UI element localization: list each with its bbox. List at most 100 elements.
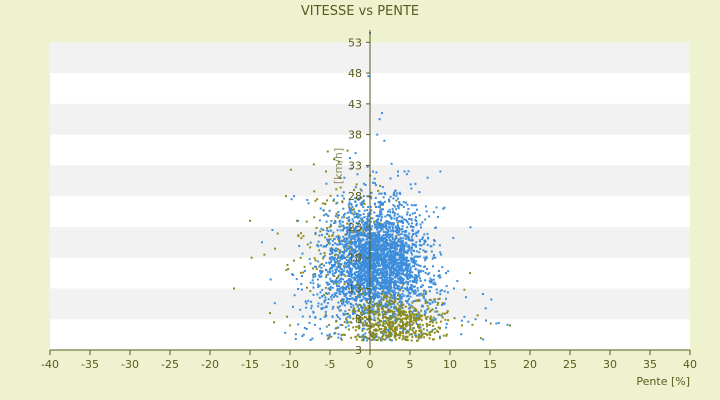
data-point xyxy=(347,278,350,281)
data-point xyxy=(388,261,391,264)
data-point xyxy=(378,303,381,306)
data-point xyxy=(363,243,366,246)
data-point xyxy=(320,244,323,247)
data-point xyxy=(404,274,407,277)
data-point xyxy=(377,268,380,271)
data-point xyxy=(406,265,408,268)
data-point xyxy=(344,300,347,303)
data-point xyxy=(393,239,396,242)
data-point xyxy=(331,248,334,251)
data-point xyxy=(375,239,377,242)
data-point xyxy=(320,270,323,273)
data-point xyxy=(337,279,340,282)
data-point xyxy=(332,198,335,201)
data-point xyxy=(357,276,360,279)
data-point xyxy=(403,323,406,326)
data-point xyxy=(397,269,400,271)
data-point xyxy=(369,205,372,208)
data-point xyxy=(410,235,413,238)
data-point xyxy=(346,229,349,232)
data-point xyxy=(352,317,355,320)
data-point xyxy=(375,339,378,341)
data-point xyxy=(387,322,389,325)
x-tick-label: -35 xyxy=(81,358,99,371)
data-point xyxy=(374,182,377,185)
data-point xyxy=(339,278,342,281)
data-point xyxy=(353,230,356,233)
data-point xyxy=(320,332,323,335)
data-point xyxy=(355,325,358,328)
data-point xyxy=(435,321,438,324)
data-point xyxy=(299,256,302,259)
data-point xyxy=(397,206,400,209)
data-point xyxy=(299,271,302,274)
data-point xyxy=(390,265,393,268)
y-tick-label: 8 xyxy=(355,313,362,326)
data-point xyxy=(314,231,317,234)
data-point xyxy=(389,242,392,245)
data-point xyxy=(403,233,406,236)
data-point xyxy=(382,322,385,325)
data-point xyxy=(298,244,301,247)
data-point xyxy=(366,265,369,268)
data-point xyxy=(374,262,376,265)
data-point xyxy=(406,277,409,280)
data-point xyxy=(371,217,374,220)
data-point xyxy=(337,238,340,241)
data-point xyxy=(363,324,366,327)
data-point xyxy=(403,259,406,262)
data-point xyxy=(424,271,427,274)
data-point xyxy=(320,307,323,310)
data-point xyxy=(332,231,335,234)
data-point xyxy=(328,336,330,339)
data-point xyxy=(378,224,381,227)
data-point xyxy=(367,307,370,309)
data-point xyxy=(405,300,407,302)
data-point xyxy=(376,243,379,246)
data-point xyxy=(391,320,394,323)
data-point xyxy=(343,212,346,215)
data-point xyxy=(350,279,353,282)
y-tick-label: 43 xyxy=(348,98,362,111)
data-point xyxy=(392,222,394,225)
data-point xyxy=(353,309,355,312)
data-point xyxy=(386,286,389,289)
data-point xyxy=(371,236,374,238)
data-point xyxy=(366,236,369,239)
data-point xyxy=(363,270,365,273)
data-point xyxy=(375,206,377,208)
data-point xyxy=(346,321,349,324)
data-point xyxy=(405,173,408,176)
data-point xyxy=(441,266,444,269)
x-tick-label: 10 xyxy=(443,358,457,371)
data-point xyxy=(412,322,415,325)
data-point xyxy=(356,265,359,268)
data-point xyxy=(453,287,455,290)
data-point xyxy=(371,331,374,334)
data-point xyxy=(322,209,325,212)
data-point xyxy=(378,305,381,308)
data-point xyxy=(360,227,363,230)
data-point xyxy=(378,281,381,284)
data-point xyxy=(402,283,405,286)
data-point xyxy=(376,272,379,275)
data-point xyxy=(378,235,380,238)
data-point xyxy=(325,220,328,223)
data-point xyxy=(379,264,382,267)
data-point xyxy=(404,235,407,238)
data-point xyxy=(379,268,382,271)
data-point xyxy=(341,324,344,327)
data-point xyxy=(403,247,405,250)
data-point xyxy=(361,244,364,246)
data-point xyxy=(391,245,394,248)
chart-title: VITESSE vs PENTE xyxy=(301,4,419,19)
data-point xyxy=(381,293,384,296)
data-point xyxy=(379,219,382,222)
data-point xyxy=(382,316,385,319)
data-point xyxy=(346,298,349,300)
data-point xyxy=(370,284,373,287)
data-point xyxy=(400,303,403,306)
data-point xyxy=(373,222,376,225)
data-point xyxy=(415,317,418,320)
data-point xyxy=(354,200,357,203)
